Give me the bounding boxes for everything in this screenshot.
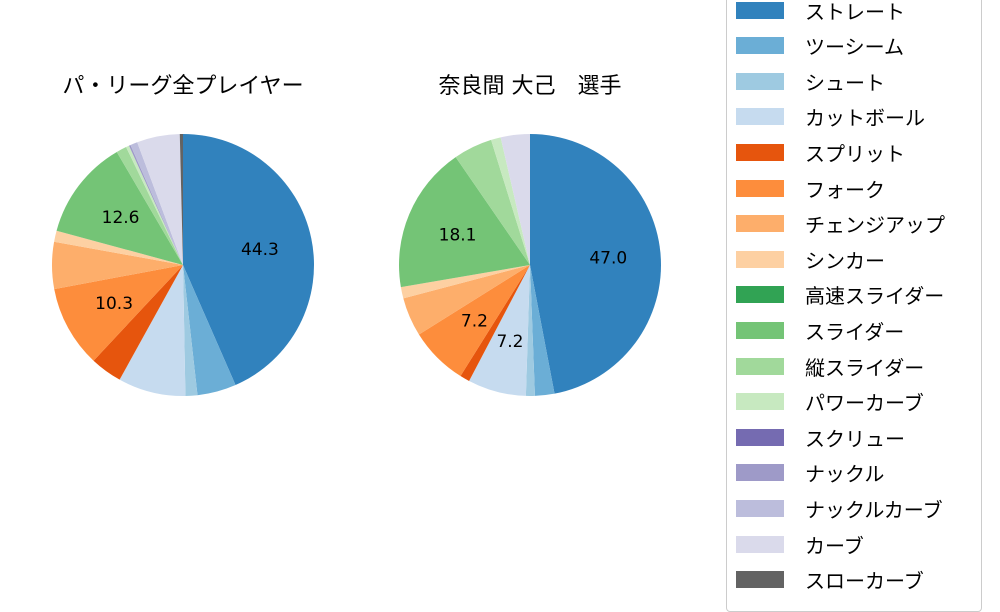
legend-label: スローカーブ xyxy=(805,569,924,594)
legend-swatch xyxy=(736,321,784,339)
pie-slice xyxy=(56,151,184,265)
pie-slice xyxy=(128,144,183,265)
legend-item: ツーシーム xyxy=(736,31,904,61)
pie-slice xyxy=(126,145,183,265)
slice-value-label: 10.3 xyxy=(95,294,133,314)
legend-item: 高速スライダー xyxy=(736,280,944,310)
pie-slice xyxy=(500,134,530,265)
slice-value-label: 47.0 xyxy=(589,249,627,269)
legend-item: スプリット xyxy=(736,137,905,167)
pie-slice xyxy=(116,147,183,265)
legend-swatch xyxy=(736,571,784,589)
legend-label: パワーカーブ xyxy=(805,391,924,416)
pie-slice xyxy=(179,134,183,265)
pie-slice xyxy=(130,142,183,265)
legend-label: 縦スライダー xyxy=(805,355,925,380)
pie-slice xyxy=(455,139,530,265)
legend-swatch xyxy=(736,37,784,55)
pie-slice xyxy=(403,265,530,335)
pie-slice xyxy=(119,265,186,396)
legend-label: ストレート xyxy=(805,0,905,24)
player-pie-chart: 47.0 7.2 7.2 18.1 xyxy=(399,134,661,396)
legend-item: スローカーブ xyxy=(736,565,924,595)
pie-slice xyxy=(469,265,530,396)
pie-slice xyxy=(460,265,530,381)
legend-item: パワーカーブ xyxy=(736,387,924,417)
pie-slice xyxy=(54,265,183,361)
legend-label: カットボール xyxy=(805,106,925,131)
legend-swatch xyxy=(736,72,784,90)
pie-slice xyxy=(183,265,198,396)
slice-value-label: 7.2 xyxy=(496,332,523,352)
legend-label: ナックル xyxy=(805,462,885,487)
legend-item: ナックル xyxy=(736,458,884,488)
legend-swatch xyxy=(736,286,784,304)
legend-label: シュート xyxy=(805,70,885,95)
legend-swatch xyxy=(736,464,784,482)
legend-label: スクリュー xyxy=(805,426,905,451)
pie-slice xyxy=(399,157,530,288)
legend-swatch xyxy=(736,1,784,19)
pie-slice xyxy=(400,265,530,299)
pie-slice xyxy=(183,265,236,396)
legend-label: チェンジアップ xyxy=(805,213,945,238)
slice-value-label: 7.2 xyxy=(461,312,488,332)
legend-item: カットボール xyxy=(736,102,925,132)
legend-swatch xyxy=(736,499,784,517)
legend-label: カーブ xyxy=(805,533,864,558)
pie-slice xyxy=(137,134,183,265)
pie-slice xyxy=(418,265,530,377)
pie-slice xyxy=(183,134,314,386)
pie-slice xyxy=(52,241,183,290)
legend-item: シュート xyxy=(736,66,885,96)
legend: ストレートツーシームシュートカットボール スプリットフォークチェンジアップ シンカー… xyxy=(726,0,982,612)
slice-value-label: 18.1 xyxy=(439,225,477,245)
pie-slice xyxy=(491,137,530,265)
legend-item: 縦スライダー xyxy=(736,351,924,381)
pie-slice xyxy=(54,230,184,265)
legend-label: 高速スライダー xyxy=(805,284,945,309)
legend-item: カーブ xyxy=(736,529,864,559)
legend-item: ストレート xyxy=(736,0,905,25)
legend-item: スクリュー xyxy=(736,422,905,452)
pie-slice xyxy=(93,265,183,380)
legend-swatch xyxy=(736,428,784,446)
legend-swatch xyxy=(736,108,784,126)
legend-swatch xyxy=(736,215,784,233)
legend-item: ナックルカーブ xyxy=(736,493,943,523)
legend-swatch xyxy=(736,143,784,161)
legend-label: ツーシーム xyxy=(805,35,904,60)
slice-value-label: 12.6 xyxy=(102,208,140,228)
legend-swatch xyxy=(736,250,784,268)
legend-label: ナックルカーブ xyxy=(805,497,943,522)
legend-label: スライダー xyxy=(805,319,905,344)
legend-swatch xyxy=(736,357,784,375)
legend-swatch xyxy=(736,393,784,411)
legend-label: スプリット xyxy=(805,141,905,166)
pie-slice xyxy=(525,265,535,396)
left-chart-title: パ・リーグ全プレイヤー xyxy=(62,74,304,99)
legend-swatch xyxy=(736,535,784,553)
pie-slice xyxy=(530,265,555,396)
league-pie-chart: 44.3 10.3 12.6 xyxy=(52,134,314,396)
legend-label: フォーク xyxy=(805,177,885,202)
right-chart-title: 奈良間 大己 選手 xyxy=(438,74,622,99)
legend-label: シンカー xyxy=(805,248,885,273)
legend-item: シンカー xyxy=(736,244,885,274)
slice-value-label: 44.3 xyxy=(241,240,279,260)
legend-item: フォーク xyxy=(736,173,885,203)
legend-swatch xyxy=(736,179,784,197)
pie-slice xyxy=(530,134,661,394)
legend-item: チェンジアップ xyxy=(736,209,945,239)
legend-item: スライダー xyxy=(736,315,904,345)
